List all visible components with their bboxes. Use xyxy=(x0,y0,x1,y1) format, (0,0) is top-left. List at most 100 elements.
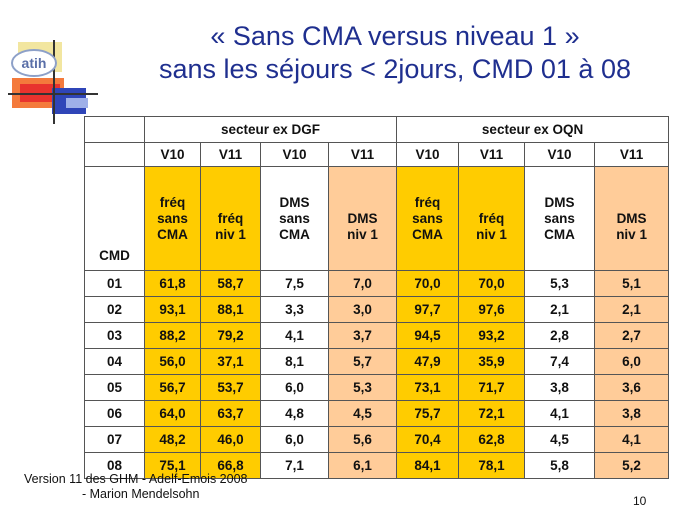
value-cell: 97,6 xyxy=(458,296,526,323)
value-cell: 5,6 xyxy=(327,426,398,453)
version-header: V10 xyxy=(144,142,201,167)
value-cell: 7,1 xyxy=(260,452,329,479)
table-row: 06 64,0 63,7 4,8 4,5 75,7 72,1 4,1 3,8 xyxy=(84,400,670,427)
value-cell: 97,7 xyxy=(396,296,460,323)
value-cell: 71,7 xyxy=(458,374,526,401)
value-cell: 56,7 xyxy=(144,374,201,401)
slide-title: « Sans CMA versus niveau 1 » sans les sé… xyxy=(110,20,680,86)
value-cell: 6,0 xyxy=(260,426,329,453)
version-header: V11 xyxy=(327,142,398,167)
value-cell: 5,1 xyxy=(594,270,670,297)
value-cell: 6,0 xyxy=(594,348,670,375)
value-cell: 56,0 xyxy=(144,348,201,375)
value-cell: 3,0 xyxy=(327,296,398,323)
cmd-cell: 01 xyxy=(84,270,145,297)
value-cell: 93,1 xyxy=(144,296,201,323)
value-cell: 3,3 xyxy=(260,296,329,323)
comparison-table: secteur ex DGF secteur ex OQN V10 V11 V10 V11… xyxy=(84,116,670,479)
cmd-cell: 03 xyxy=(84,322,145,349)
value-cell: 78,1 xyxy=(458,452,526,479)
sector-header: secteur ex DGF xyxy=(143,116,398,143)
value-cell: 61,8 xyxy=(144,270,201,297)
measure-header-line: fréq xyxy=(478,210,505,226)
sector-header-row: secteur ex DGF secteur ex OQN xyxy=(84,116,670,143)
value-cell: 93,2 xyxy=(458,322,526,349)
value-cell: 70,0 xyxy=(396,270,460,297)
value-cell: 3,6 xyxy=(594,374,670,401)
cmd-cell: 08 xyxy=(84,452,145,479)
value-cell: 70,0 xyxy=(458,270,526,297)
value-cell: 5,3 xyxy=(524,270,596,297)
version-header: V10 xyxy=(396,142,460,167)
measure-header-line: niv 1 xyxy=(215,226,246,242)
cmd-cell: 02 xyxy=(84,296,145,323)
value-cell: 3,8 xyxy=(524,374,596,401)
measure-header-line: sans xyxy=(157,210,188,226)
value-cell: 8,1 xyxy=(260,348,329,375)
value-cell: 7,5 xyxy=(260,270,329,297)
value-cell: 37,1 xyxy=(200,348,261,375)
value-cell: 4,8 xyxy=(260,400,329,427)
measure-header-line: CMA xyxy=(544,226,575,242)
value-cell: 4,5 xyxy=(327,400,398,427)
measure-header-line: DMS xyxy=(616,210,647,226)
value-cell: 35,9 xyxy=(458,348,526,375)
measure-header: DMS niv 1 xyxy=(594,166,670,271)
table-row: 05 56,7 53,7 6,0 5,3 73,1 71,7 3,8 3,6 xyxy=(84,374,670,401)
value-cell: 2,8 xyxy=(524,322,596,349)
footer-line-2: - Marion Mendelsohn xyxy=(82,487,200,501)
measure-header: fréq sans CMA xyxy=(396,166,460,271)
value-cell: 2,1 xyxy=(524,296,596,323)
value-cell: 48,2 xyxy=(144,426,201,453)
measure-header: fréq niv 1 xyxy=(458,166,526,271)
measure-header: fréq niv 1 xyxy=(200,166,261,271)
version-header: V11 xyxy=(200,142,261,167)
value-cell: 63,7 xyxy=(200,400,261,427)
measure-header: fréq sans CMA xyxy=(144,166,201,271)
measure-header: DMS niv 1 xyxy=(327,166,398,271)
version-header: V10 xyxy=(524,142,596,167)
sector-header: secteur ex OQN xyxy=(396,116,670,143)
value-cell: 53,7 xyxy=(200,374,261,401)
measure-header-line: CMA xyxy=(412,226,443,242)
measure-header-line: sans xyxy=(544,210,575,226)
table-row: 04 56,0 37,1 8,1 5,7 47,9 35,9 7,4 6,0 xyxy=(84,348,670,375)
table-row: 01 61,8 58,7 7,5 7,0 70,0 70,0 5,3 5,1 xyxy=(84,270,670,297)
measure-header-line: niv 1 xyxy=(616,226,647,242)
table-row: 08 75,1 66,8 7,1 6,1 84,1 78,1 5,8 5,2 xyxy=(84,452,670,479)
measure-header-line: fréq xyxy=(159,194,186,210)
value-cell: 6,0 xyxy=(260,374,329,401)
value-cell: 58,7 xyxy=(200,270,261,297)
value-cell: 3,8 xyxy=(594,400,670,427)
value-cell: 88,2 xyxy=(144,322,201,349)
value-cell: 4,5 xyxy=(524,426,596,453)
value-cell: 4,1 xyxy=(594,426,670,453)
table-row: 07 48,2 46,0 6,0 5,6 70,4 62,8 4,5 4,1 xyxy=(84,426,670,453)
value-cell: 3,7 xyxy=(327,322,398,349)
value-cell: 94,5 xyxy=(396,322,460,349)
value-cell: 66,8 xyxy=(200,452,261,479)
title-line-2: sans les séjours < 2jours, CMD 01 à 08 xyxy=(159,54,631,84)
measure-header: DMS sans CMA xyxy=(524,166,596,271)
measure-header-line: niv 1 xyxy=(476,226,507,242)
measure-header-row: CMD fréq sans CMA fréq niv 1 DMS sans CMA DMS niv … xyxy=(84,166,670,271)
measure-header-line: DMS xyxy=(279,194,310,210)
measure-header: DMS sans CMA xyxy=(260,166,329,271)
table-row: 03 88,2 79,2 4,1 3,7 94,5 93,2 2,8 2,7 xyxy=(84,322,670,349)
cmd-cell: 07 xyxy=(84,426,145,453)
value-cell: 2,7 xyxy=(594,322,670,349)
value-cell: 88,1 xyxy=(200,296,261,323)
measure-header-line: fréq xyxy=(217,210,244,226)
table-row: 02 93,1 88,1 3,3 3,0 97,7 97,6 2,1 2,1 xyxy=(84,296,670,323)
measure-header-line: sans xyxy=(412,210,443,226)
version-header: V11 xyxy=(594,142,670,167)
value-cell: 62,8 xyxy=(458,426,526,453)
value-cell: 2,1 xyxy=(594,296,670,323)
measure-header-line: CMA xyxy=(157,226,188,242)
corner-cell xyxy=(84,116,145,143)
atih-logo: atih xyxy=(8,40,98,124)
value-cell: 4,1 xyxy=(260,322,329,349)
version-header: V11 xyxy=(458,142,526,167)
cmd-cell: 04 xyxy=(84,348,145,375)
value-cell: 75,1 xyxy=(144,452,201,479)
